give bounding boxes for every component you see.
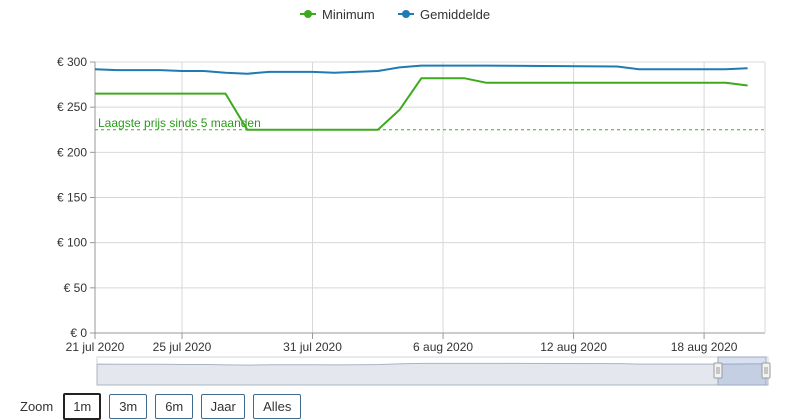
y-tick-label: € 150 [57,191,87,205]
navigator-handle[interactable] [713,362,723,379]
x-tick-label: 6 aug 2020 [413,340,473,354]
y-tick-label: € 50 [64,281,88,295]
series-line-gemiddelde [94,64,748,75]
zoom-jaar-button[interactable]: Jaar [201,394,246,419]
x-tick-label: 25 jul 2020 [153,340,212,354]
legend-marker [402,10,410,18]
y-axis-labels: € 0 € 50 € 100 € 150 € 200 € 250 € 300 [57,55,87,340]
y-tick-label: € 200 [57,145,87,159]
reference-line-group: Laagste prijs sinds 5 maanden [95,116,765,131]
zoom-6m-button[interactable]: 6m [155,394,194,419]
zoom-bar: Zoom 1m 3m 6m Jaar Alles [20,393,302,420]
series-line-minimum [95,77,748,131]
series-lines [94,64,748,131]
x-axis-labels: 21 jul 2020 25 jul 2020 31 jul 2020 6 aug 2… [66,340,738,354]
reference-line-label: Laagste prijs sinds 5 maanden [98,116,261,130]
x-tick-label: 31 jul 2020 [283,340,342,354]
zoom-3m-button[interactable]: 3m [109,394,148,419]
y-tick-label: € 0 [70,326,87,340]
y-gridlines [90,61,765,334]
legend-item-gemiddelde[interactable]: Gemiddelde [420,7,490,22]
y-tick-label: € 300 [57,55,87,69]
legend-marker [304,10,312,18]
navigator-handle[interactable] [761,362,771,379]
legend-item-minimum[interactable]: Minimum [322,7,375,22]
zoom-alles-button[interactable]: Alles [253,394,302,419]
navigator-series-area [96,362,769,386]
x-tick-label: 21 jul 2020 [66,340,125,354]
x-tick-label: 18 aug 2020 [671,340,738,354]
x-gridlines [94,62,705,339]
navigator-selection[interactable] [717,356,767,386]
y-tick-label: € 100 [57,236,87,250]
navigator[interactable] [96,356,771,386]
legend: Minimum Gemiddelde [300,7,490,22]
y-tick-label: € 250 [57,100,87,114]
x-tick-label: 12 aug 2020 [540,340,607,354]
plot-frame [94,62,766,334]
zoom-label: Zoom [20,399,54,414]
zoom-1m-button[interactable]: 1m [63,393,102,420]
